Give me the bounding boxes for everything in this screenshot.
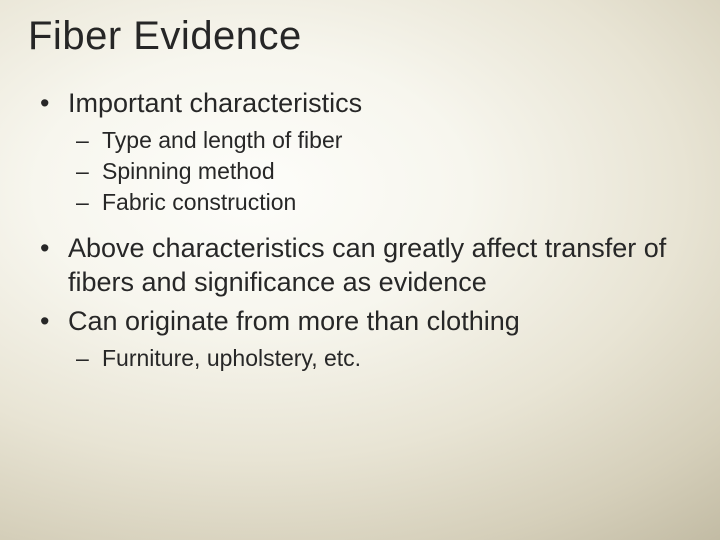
sub-bullet-list: Type and length of fiber Spinning method… [68,125,686,218]
slide-body: Important characteristics Type and lengt… [34,87,686,374]
bullet-item: Can originate from more than clothing Fu… [34,305,686,374]
sub-bullet-item: Fabric construction [74,187,686,218]
bullet-item: Important characteristics Type and lengt… [34,87,686,218]
bullet-text: Above characteristics can greatly affect… [68,233,666,297]
sub-bullet-item: Furniture, upholstery, etc. [74,343,686,374]
bullet-list: Important characteristics Type and lengt… [34,87,686,374]
bullet-item: Above characteristics can greatly affect… [34,232,686,300]
sub-bullet-item: Spinning method [74,156,686,187]
sub-bullet-list: Furniture, upholstery, etc. [68,343,686,374]
slide-container: Fiber Evidence Important characteristics… [0,0,720,540]
bullet-text: Can originate from more than clothing [68,306,520,336]
slide-title: Fiber Evidence [28,14,686,59]
bullet-text: Important characteristics [68,88,362,118]
sub-bullet-item: Type and length of fiber [74,125,686,156]
